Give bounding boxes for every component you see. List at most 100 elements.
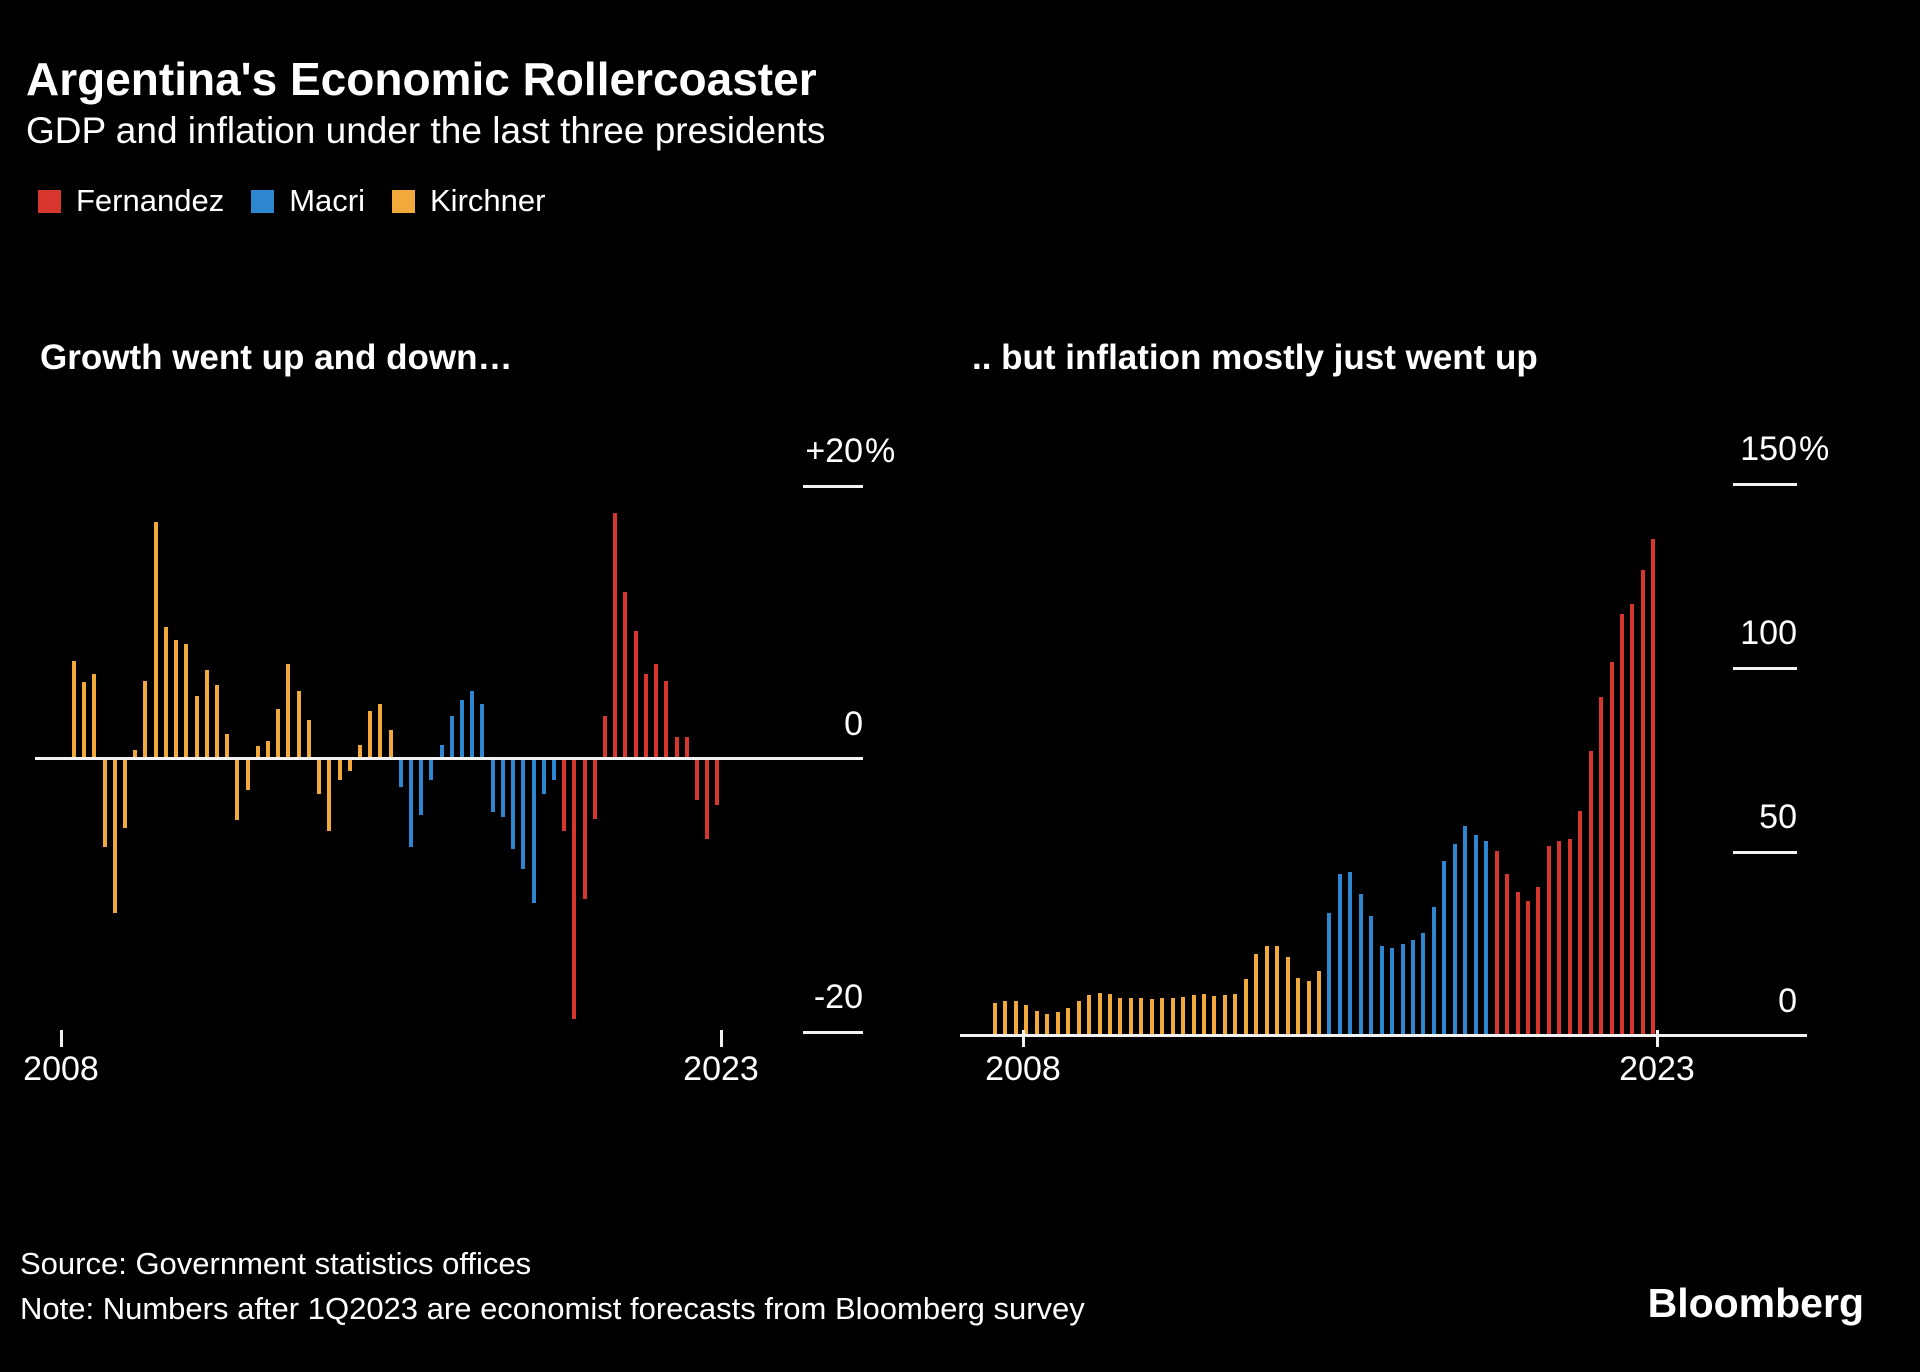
bar-kirchner-q9	[164, 627, 168, 757]
legend-item-fernandez: Fernandez	[38, 183, 224, 219]
bar-kirchner-q9	[1087, 995, 1091, 1034]
bar-kirchner-q10	[1098, 993, 1102, 1034]
bar-kirchner-q8	[154, 522, 158, 757]
bar-fernandez-q59	[675, 737, 679, 757]
gdp-chart-heading: Growth went up and down…	[40, 338, 513, 377]
gdp-ylabel-0: 0	[844, 705, 863, 743]
bar-kirchner-q15	[225, 734, 229, 757]
bar-fernandez-q53	[1547, 846, 1551, 1034]
bar-fernandez-q56	[644, 674, 648, 757]
bar-kirchner-q10	[174, 640, 178, 757]
bar-kirchner-q17	[246, 760, 250, 790]
inflation-ytick-line-150	[1733, 483, 1797, 486]
bar-kirchner-q29	[1296, 978, 1300, 1034]
gdp-ylabel--20: -20	[813, 978, 863, 1016]
bar-fernandez-q52	[603, 716, 607, 757]
bar-kirchner-q16	[235, 760, 239, 820]
bar-kirchner-q6	[1056, 1012, 1060, 1034]
bar-fernandez-q61	[1630, 604, 1634, 1034]
gdp-xlabel-2023: 2023	[683, 1050, 759, 1088]
bar-fernandez-q62	[1641, 570, 1645, 1034]
bar-fernandez-q62	[705, 760, 709, 839]
bar-macri-q33	[1338, 874, 1342, 1034]
inflation-ytick-line-100	[1733, 667, 1797, 670]
bar-fernandez-q59	[1610, 662, 1614, 1034]
bar-macri-q32	[399, 760, 403, 787]
bar-macri-q38	[1390, 948, 1394, 1034]
fernandez-color-swatch	[38, 189, 61, 213]
bar-macri-q46	[542, 760, 546, 794]
bar-kirchner-q25	[1254, 954, 1258, 1034]
bar-macri-q39	[470, 691, 474, 757]
bar-kirchner-q30	[1307, 981, 1311, 1034]
bar-kirchner-q14	[1139, 998, 1143, 1034]
bar-kirchner-q24	[317, 760, 321, 794]
bar-fernandez-q60	[1620, 614, 1624, 1034]
inflation-chart-heading: .. but inflation mostly just went up	[972, 338, 1538, 377]
bar-kirchner-q19	[266, 741, 270, 757]
bar-macri-q36	[1369, 916, 1373, 1034]
legend-item-macri: Macri	[251, 183, 365, 219]
bar-macri-q44	[521, 760, 525, 869]
bar-kirchner-q1	[82, 682, 86, 757]
bar-kirchner-q5	[1045, 1014, 1049, 1034]
bar-kirchner-q17	[1171, 998, 1175, 1034]
bar-macri-q34	[419, 760, 423, 815]
bar-kirchner-q24	[1244, 979, 1248, 1034]
bar-kirchner-q13	[205, 670, 209, 757]
bar-fernandez-q54	[1557, 841, 1561, 1034]
bar-kirchner-q19	[1192, 995, 1196, 1034]
bar-kirchner-q26	[338, 760, 342, 780]
kirchner-color-swatch	[392, 189, 415, 213]
bar-kirchner-q4	[1035, 1011, 1039, 1034]
bar-kirchner-q11	[184, 644, 188, 757]
bar-macri-q32	[1327, 913, 1331, 1034]
gdp-ytick-line--20	[803, 1031, 863, 1034]
bar-fernandez-q51	[593, 760, 597, 819]
inflation-ytick-line-50	[1733, 851, 1797, 854]
bar-macri-q39	[1401, 944, 1405, 1034]
bar-fernandez-q56	[1578, 811, 1582, 1034]
gdp-xtick-2008	[60, 1030, 63, 1047]
bar-fernandez-q48	[562, 760, 566, 831]
bar-macri-q45	[1463, 826, 1467, 1034]
bar-macri-q42	[501, 760, 505, 817]
bloomberg-logo: Bloomberg	[1647, 1280, 1864, 1326]
bar-kirchner-q21	[1212, 996, 1216, 1034]
inflation-xlabel-2008: 2008	[985, 1050, 1061, 1088]
bar-kirchner-q12	[1118, 998, 1122, 1034]
bar-kirchner-q0	[72, 661, 76, 757]
bar-kirchner-q1	[1003, 1001, 1007, 1034]
page-subtitle: GDP and inflation under the last three p…	[26, 110, 826, 151]
inflation-xtick-2023	[1656, 1030, 1659, 1047]
legend-label-fernandez: Fernandez	[76, 183, 225, 218]
bar-kirchner-q23	[1233, 994, 1237, 1034]
bar-fernandez-q63	[1651, 539, 1655, 1034]
bar-macri-q36	[440, 745, 444, 757]
bar-kirchner-q27	[348, 760, 352, 771]
bar-kirchner-q6	[133, 750, 137, 757]
bar-kirchner-q2	[92, 674, 96, 757]
inflation-ylabel-suffix-150: %	[1799, 430, 1830, 468]
bar-fernandez-q48	[1495, 851, 1499, 1034]
bar-kirchner-q7	[1066, 1008, 1070, 1034]
inflation-xtick-2008	[1022, 1030, 1025, 1047]
bar-macri-q34	[1348, 872, 1352, 1034]
bar-kirchner-q5	[123, 760, 127, 828]
bar-kirchner-q28	[358, 745, 362, 757]
bar-fernandez-q50	[583, 760, 587, 899]
bar-fernandez-q49	[572, 760, 576, 1019]
bar-kirchner-q18	[1181, 997, 1185, 1034]
bar-kirchner-q2	[1014, 1001, 1018, 1034]
legend-item-kirchner: Kirchner	[392, 183, 545, 219]
legend-label-kirchner: Kirchner	[430, 183, 546, 218]
bar-kirchner-q15	[1150, 999, 1154, 1034]
bar-kirchner-q21	[286, 664, 290, 757]
bar-fernandez-q50	[1516, 892, 1520, 1034]
bar-kirchner-q23	[307, 720, 311, 757]
bar-kirchner-q30	[378, 704, 382, 757]
bar-kirchner-q14	[215, 685, 219, 757]
bar-macri-q47	[552, 760, 556, 780]
bar-kirchner-q8	[1077, 1001, 1081, 1034]
